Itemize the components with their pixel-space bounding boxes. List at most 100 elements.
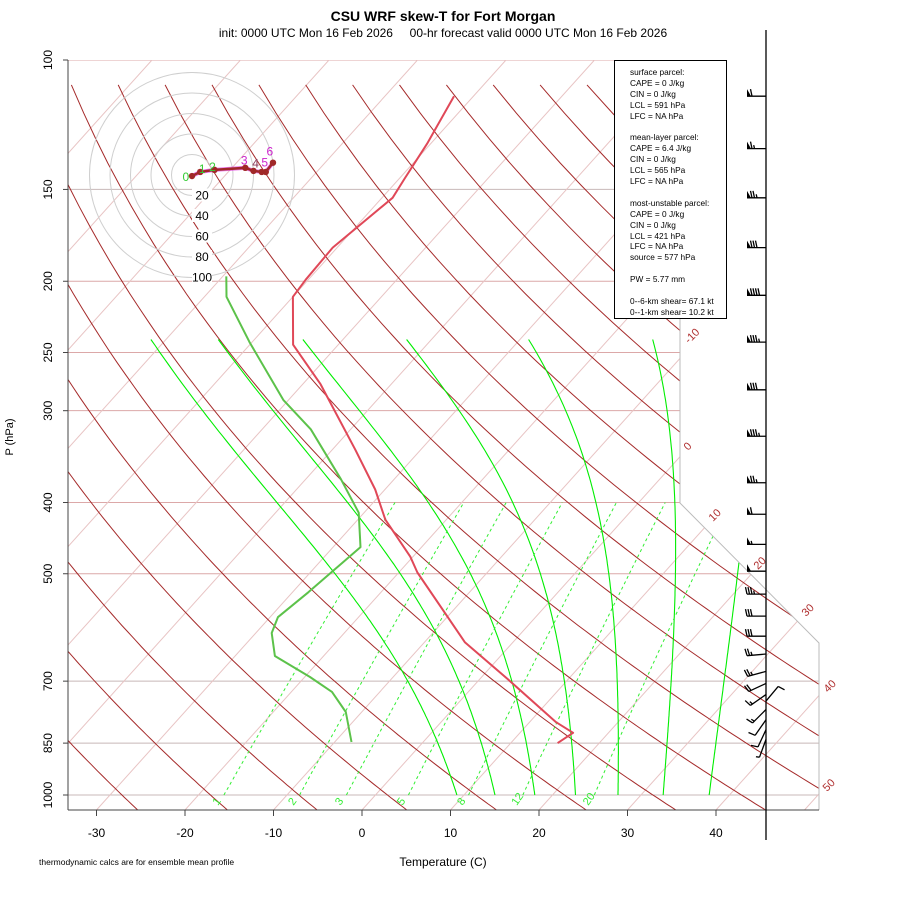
wind-barb: [744, 629, 766, 637]
stats-line: source = 577 hPa: [630, 252, 696, 263]
mixing-ratio-label: 2: [286, 796, 299, 808]
wind-barb-full: [749, 334, 753, 343]
wind-barb-full: [749, 507, 753, 515]
wind-barb-full: [749, 587, 753, 595]
wind-barb-full: [750, 744, 759, 748]
wind-barb-half: [758, 338, 761, 343]
temperature-tick-label: 10: [444, 826, 458, 840]
x-axis-label: Temperature (C): [399, 855, 486, 869]
wind-barb-full: [746, 648, 751, 656]
wind-barb-pennant: [747, 429, 751, 437]
isotherm-line: [68, 60, 507, 810]
wind-barb-full: [744, 608, 748, 617]
wind-barb-staff: [747, 670, 767, 677]
wind-barb-full: [746, 669, 751, 676]
moist-adiabat: [302, 339, 536, 796]
wind-barb: [747, 240, 766, 249]
hodograph-ring-label: 40: [195, 209, 209, 223]
mixing-ratio-line: [522, 502, 666, 796]
wind-barb-full: [744, 700, 751, 706]
temperature-tick-label: -30: [88, 826, 106, 840]
profiles: [225, 95, 575, 744]
stats-line: CAPE = 0 J/kg: [630, 77, 685, 88]
wind-barb-pennant: [747, 141, 751, 149]
wind-barb: [747, 334, 766, 343]
moist-adiabat: [652, 339, 677, 796]
wind-barb-pennant: [747, 89, 751, 97]
stats-line: 0--1-km shear= 10.2 kt: [630, 306, 714, 317]
temperature-tick-label: 20: [532, 826, 546, 840]
wind-barb-full: [777, 685, 785, 691]
stats-line: CIN = 0 J/kg: [630, 219, 676, 230]
wind-barb-staff: [747, 653, 767, 657]
wind-barb-full: [744, 648, 748, 656]
mixing-ratio-line: [407, 502, 563, 796]
mixing-ratio-line: [345, 502, 507, 796]
dry-adiabat: [68, 84, 677, 810]
stats-line: CIN = 0 J/kg: [630, 88, 676, 99]
dry-adiabat: [68, 84, 497, 810]
hodograph-point: [262, 168, 269, 176]
dry-adiabat: [68, 84, 139, 810]
pressure-tick-label: 100: [41, 50, 55, 70]
stats-line: LFC = NA hPa: [630, 176, 684, 187]
chart-subtitle: init: 0000 UTC Mon 16 Feb 2026 00-hr for…: [219, 26, 668, 40]
hodograph-point: [211, 166, 218, 174]
isotherm-label: 10: [707, 507, 724, 524]
wind-barb-pennant: [747, 507, 751, 515]
wind-barb-full: [749, 475, 753, 483]
isotherm-label: 0: [682, 440, 695, 453]
wind-barb-half: [753, 590, 756, 595]
stats-line: LCL = 421 hPa: [630, 230, 686, 241]
pressure-tick-label: 150: [41, 179, 55, 199]
wind-barb-staff: [752, 709, 767, 724]
wind-barb: [750, 729, 767, 748]
chart-title: CSU WRF skew-T for Fort Morgan: [331, 8, 556, 24]
wind-barb-full: [749, 629, 753, 637]
wind-barb-pennant: [747, 537, 751, 545]
stats-line: CAPE = 6.4 J/kg: [630, 143, 692, 154]
hodograph-point: [188, 172, 196, 180]
wind-barb-full: [749, 288, 753, 296]
moist-adiabat: [217, 339, 496, 796]
pressure-tick-label: 850: [41, 733, 55, 753]
wind-barb-full: [752, 429, 756, 437]
mixing-ratio-label: 1: [211, 796, 224, 808]
isotherm-line: [68, 60, 241, 810]
wind-barb: [748, 719, 767, 736]
hodograph-height-label: 6: [267, 144, 274, 158]
stats-line: LFC = NA hPa: [630, 241, 684, 252]
isotherm-line: [538, 60, 819, 810]
hodograph-ring-label-bg: [192, 270, 212, 284]
isotherm-line: [68, 60, 153, 810]
isotherm-line: [68, 60, 418, 810]
wind-barb: [747, 537, 766, 545]
hodograph-height-label: 4: [252, 157, 259, 171]
wind-barb-full: [757, 288, 761, 296]
wind-barb-full: [754, 240, 758, 248]
dry-adiabat: [68, 84, 408, 810]
dry-adiabat: [68, 84, 587, 810]
hodograph-point: [250, 167, 257, 175]
grid-lines: [68, 60, 819, 810]
wind-barb-full: [747, 608, 751, 617]
stats-line: CIN = 0 J/kg: [630, 154, 676, 165]
mixing-ratio-label: 20: [581, 791, 598, 808]
wind-barb-half: [749, 701, 753, 705]
wind-barb-half: [755, 479, 758, 483]
pressure-tick-label: 200: [41, 271, 55, 291]
stats-line: surface parcel:: [630, 67, 685, 77]
moist-adiabat: [708, 339, 757, 796]
dry-adiabat: [68, 84, 318, 810]
dry-adiabat: [68, 84, 228, 810]
wind-barb-full: [743, 685, 750, 692]
stats-gap: [630, 122, 726, 133]
stats-line: PW = 5.77 mm: [630, 274, 686, 285]
wind-barb-pennant: [747, 335, 751, 343]
isotherm-label: 50: [821, 777, 838, 794]
temperature-tick-label: 40: [709, 826, 723, 840]
mixing-ratio-label: 5: [395, 796, 408, 808]
moist-adiabat: [528, 339, 619, 795]
hodograph-point: [269, 159, 277, 166]
hodograph-height-label: 3: [241, 154, 248, 168]
